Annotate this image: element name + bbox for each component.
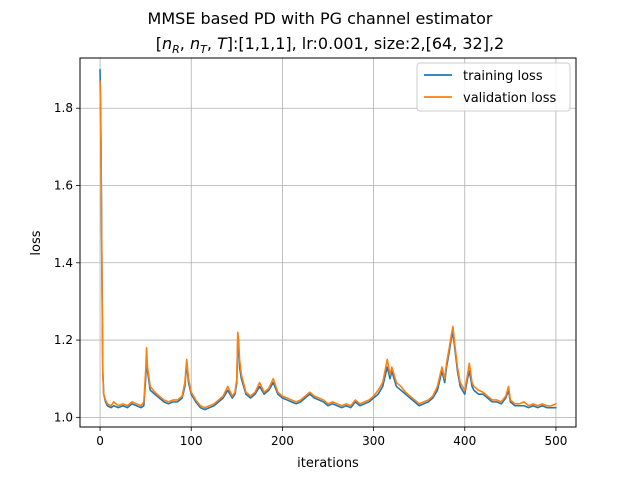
y-axis-label: loss — [29, 230, 44, 255]
legend-label-training: training loss — [463, 69, 543, 84]
chart-title: MMSE based PD with PG channel estimator — [148, 9, 493, 28]
plot-frame — [79, 57, 577, 428]
subtitle-n-t: n — [190, 34, 200, 53]
series-line-validation-loss — [99, 80, 557, 409]
x-axis: 0 100 200 300 400 500 — [96, 427, 567, 448]
legend-box — [416, 62, 571, 112]
subtitle-open-bracket: [ — [156, 34, 162, 53]
subtitle-sub-r: R — [172, 43, 180, 56]
y-tick-label: 1.4 — [54, 256, 73, 270]
x-tick-label: 0 — [96, 434, 104, 448]
grid — [80, 58, 576, 427]
y-axis: 1.0 1.2 1.4 1.6 1.8 — [54, 101, 80, 424]
y-tick-label: 1.2 — [54, 333, 73, 347]
legend: training loss validation loss — [416, 62, 571, 112]
subtitle-comma-1: , — [180, 34, 190, 53]
x-tick-label: 400 — [453, 434, 476, 448]
subtitle-sub-t: T — [200, 43, 208, 56]
x-tick-label: 300 — [362, 434, 385, 448]
x-tick-label: 200 — [271, 434, 294, 448]
series-group — [99, 68, 557, 411]
x-tick-label: 500 — [544, 434, 567, 448]
y-tick-label: 1.6 — [54, 179, 73, 193]
legend-label-validation: validation loss — [463, 91, 556, 106]
y-tick-label: 1.8 — [54, 101, 73, 115]
subtitle-comma-2: , — [207, 34, 217, 53]
x-tick-label: 100 — [180, 434, 203, 448]
x-axis-label: iterations — [297, 456, 359, 471]
y-tick-label: 1.0 — [54, 410, 73, 424]
subtitle-rest: ]:[1,1,1], lr:0.001, size:2,[64, 32],2 — [227, 34, 504, 53]
subtitle-t: T — [217, 34, 228, 53]
chart-subtitle: [nR, nT, T]:[1,1,1], lr:0.001, size:2,[6… — [156, 34, 504, 56]
subtitle-n-r: n — [162, 34, 172, 53]
